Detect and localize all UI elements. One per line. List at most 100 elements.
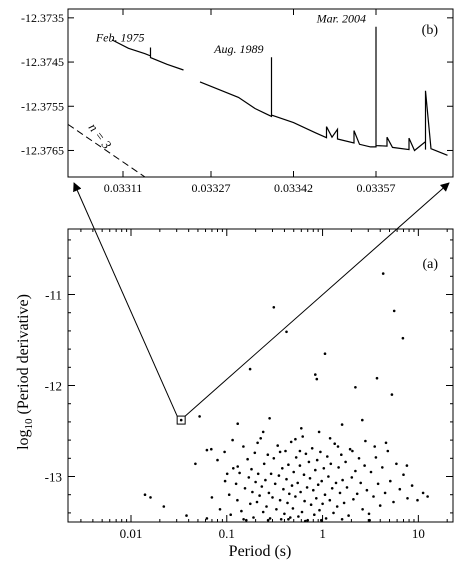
pulsar-point	[340, 423, 344, 426]
pulsar-point	[260, 485, 264, 488]
pulsar-point	[284, 449, 287, 453]
pulsar-point	[304, 519, 307, 523]
panel-b-y-tick-label: -12.3765	[21, 143, 64, 157]
pulsar-point	[298, 464, 302, 467]
panel-a-label: (a)	[422, 257, 438, 272]
pulsar-point	[313, 513, 316, 516]
pulsar-point	[289, 516, 292, 519]
pulsar-point	[375, 376, 379, 380]
pulsar-point	[381, 466, 384, 469]
pulsar-point	[143, 493, 147, 497]
pulsar-point	[342, 501, 346, 505]
pulsar-point	[304, 452, 308, 456]
pulsar-point	[319, 450, 322, 454]
pulsar-point	[256, 441, 259, 445]
pulsar-point	[361, 418, 364, 422]
pulsar-point	[359, 481, 363, 485]
pulsar-point	[416, 498, 419, 502]
pulsar-point	[334, 481, 338, 485]
panel-b-series-segment-2	[199, 26, 448, 156]
pulsar-point	[315, 377, 319, 381]
pulsar-point	[279, 518, 283, 521]
pulsar-point	[315, 497, 318, 500]
pulsar-point	[310, 447, 314, 450]
pulsar-point	[162, 505, 166, 508]
pulsar-point	[320, 479, 324, 483]
y-axis-label: log10 (Period derivative)	[15, 294, 35, 450]
pulsar-point	[374, 456, 378, 459]
pulsar-point	[361, 508, 364, 511]
pulsar-point	[340, 453, 343, 457]
panel-a-x-tick-label: 0.1	[219, 526, 235, 541]
pulsar-point	[275, 508, 278, 511]
pulsar-point	[247, 476, 251, 479]
panel-b-tick-labels: 0.03311 0.03327 0.03342 0.03357 -12.3735 -12.…	[21, 11, 396, 195]
pulsar-point	[250, 467, 253, 471]
panel-a-ticks	[68, 229, 453, 522]
panel-a-x-tick-label: 1	[319, 526, 326, 541]
panel-b-x-tick-label: 0.03311	[104, 181, 143, 195]
panel-b-series	[67, 26, 448, 178]
pulsar-point	[376, 482, 380, 486]
pulsar-point	[249, 502, 252, 506]
pulsar-point	[355, 492, 359, 496]
pulsar-point	[345, 486, 349, 489]
panel-b-y-tick-label: -12.3735	[21, 11, 64, 25]
pulsar-point	[242, 518, 245, 521]
pulsar-point	[242, 445, 245, 448]
pulsar-point	[149, 496, 152, 499]
pulsar-point	[303, 499, 306, 503]
pulsar-point	[347, 514, 350, 517]
pulsar-point	[269, 472, 273, 476]
y-axis-label-base: 10	[23, 418, 35, 430]
pulsar-point	[276, 444, 280, 447]
pulsar-point	[265, 505, 268, 508]
panel-b-annotation: Aug. 1989	[213, 42, 263, 56]
pulsar-point	[392, 500, 395, 504]
pulsar-point	[309, 503, 313, 507]
panel-b-ticks	[68, 9, 453, 177]
pulsar-point	[294, 456, 298, 459]
pulsar-point	[406, 497, 409, 500]
pulsar-point	[231, 438, 234, 442]
pulsar-point	[290, 484, 294, 487]
pulsar-point	[316, 483, 320, 487]
pulsar-point	[390, 393, 394, 396]
pulsar-point	[272, 457, 276, 460]
pulsar-point	[198, 415, 201, 418]
pulsar-point	[248, 367, 252, 371]
pulsar-point	[287, 518, 290, 521]
pulsar-point	[401, 336, 405, 340]
pulsar-point	[286, 501, 289, 505]
pulsar-point	[389, 479, 392, 483]
pulsar-point	[312, 488, 315, 492]
pulsar-point	[243, 487, 247, 490]
pulsar-point	[267, 491, 271, 495]
connector-left	[73, 182, 178, 417]
panel-b-x-tick-label: 0.03327	[192, 181, 231, 195]
pulsar-point	[238, 471, 241, 475]
panel-b-annotations: Feb. 1975 Aug. 1989 Mar. 2004 n = 3	[86, 12, 366, 153]
pulsar-point	[240, 509, 243, 513]
panel-b-y-tick-label: -12.3745	[21, 55, 64, 69]
pulsar-point	[324, 517, 328, 520]
panel-b-frame	[67, 8, 454, 178]
pulsar-point	[384, 441, 388, 445]
pulsar-point	[350, 476, 354, 479]
pulsar-point	[402, 473, 405, 477]
pulsar-point	[421, 491, 425, 495]
pulsar-point	[364, 439, 367, 443]
pulsar-point	[354, 469, 357, 473]
pulsar-point	[210, 447, 213, 451]
pulsar-point	[185, 514, 188, 517]
pulsar-point	[323, 352, 327, 356]
pulsar-point	[261, 510, 265, 514]
pulsar-point	[305, 486, 309, 489]
connector-right	[184, 182, 450, 417]
pulsar-point	[321, 502, 324, 506]
pulsar-point	[426, 495, 429, 498]
panel-a-x-tick-label: 10	[412, 526, 425, 541]
pulsar-point	[271, 496, 274, 499]
highlight-box	[176, 415, 186, 425]
zoom-connectors	[73, 182, 450, 417]
